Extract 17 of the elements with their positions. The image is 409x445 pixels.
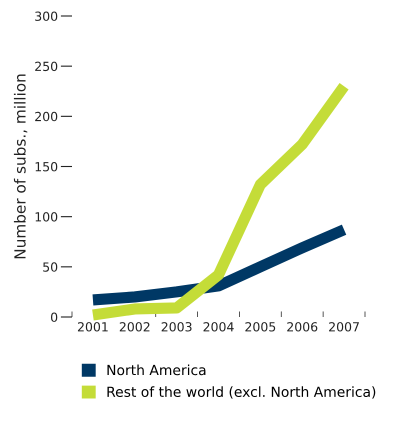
y-tick-label: 50 — [43, 262, 58, 272]
y-tick-label: 0 — [50, 312, 58, 322]
y-tick-label: 250 — [35, 62, 58, 72]
x-tick-label: 2002 — [120, 322, 150, 332]
y-tick-label: 150 — [36, 162, 58, 172]
x-tick-label: 2005 — [245, 322, 276, 332]
x-tick-label: 2006 — [287, 322, 318, 332]
y-tick-label: 200 — [35, 112, 58, 122]
y-axis-title: Number of subs., million — [14, 74, 28, 258]
x-tick-label: 2007 — [329, 322, 359, 332]
x-tick-label: 2001 — [78, 322, 108, 332]
legend-label: Rest of the world (excl. North America) — [107, 386, 376, 399]
legend-label: North America — [107, 364, 206, 376]
x-tick-label: 2004 — [204, 322, 234, 332]
y-tick-label: 100 — [36, 212, 58, 222]
y-tick-label: 300 — [35, 11, 58, 21]
x-tick-label: 2003 — [162, 322, 192, 332]
